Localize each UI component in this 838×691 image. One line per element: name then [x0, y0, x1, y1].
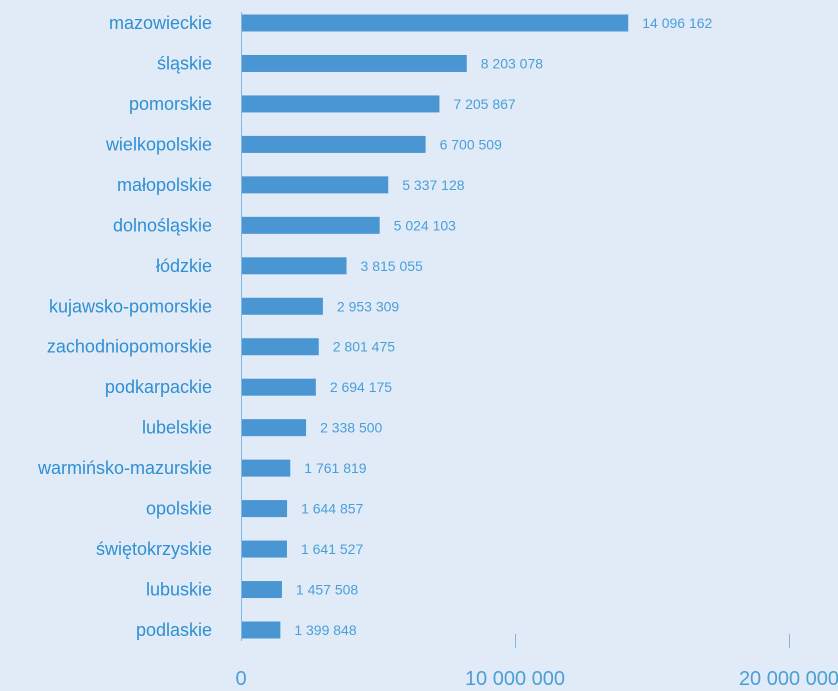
value-label: 2 801 475: [333, 339, 395, 355]
bar: [242, 419, 307, 437]
category-label: kujawsko-pomorskie: [49, 296, 212, 316]
x-tick-label: 20 000 000: [739, 668, 838, 690]
bar: [242, 216, 380, 234]
bar: [242, 257, 347, 275]
category-label: warmińsko-mazurskie: [37, 458, 212, 478]
category-label: podkarpackie: [105, 377, 212, 397]
category-label: opolskie: [146, 499, 212, 519]
category-label: małopolskie: [117, 175, 212, 195]
bar: [242, 14, 629, 32]
bar: [242, 540, 287, 558]
value-label: 5 024 103: [394, 217, 456, 233]
category-label: mazowieckie: [109, 13, 212, 33]
value-label: 1 761 819: [304, 460, 366, 476]
category-label: lubuskie: [146, 580, 212, 600]
category-label: dolnośląskie: [113, 215, 212, 235]
bar: [242, 621, 281, 639]
value-label: 5 337 128: [402, 177, 464, 193]
category-label: zachodniopomorskie: [47, 337, 212, 357]
value-label: 1 457 508: [296, 582, 358, 598]
category-label: świętokrzyskie: [96, 539, 212, 559]
bar: [242, 338, 319, 356]
category-label: pomorskie: [129, 94, 212, 114]
category-label: lubelskie: [142, 418, 212, 438]
bar: [242, 500, 288, 518]
bar: [242, 135, 426, 153]
value-label: 2 694 175: [330, 379, 392, 395]
category-label: śląskie: [157, 53, 212, 73]
bar: [242, 297, 323, 315]
x-tick-label: 10 000 000: [465, 668, 565, 690]
bar: [242, 95, 440, 113]
value-label: 1 644 857: [301, 501, 363, 517]
x-tick-label: 0: [235, 668, 246, 690]
value-label: 6 700 509: [440, 136, 502, 152]
value-label: 7 205 867: [453, 96, 515, 112]
value-label: 2 338 500: [320, 420, 382, 436]
bar: [242, 54, 467, 72]
category-label: wielkopolskie: [105, 134, 212, 154]
value-label: 8 203 078: [481, 55, 543, 71]
category-label: łódzkie: [156, 256, 212, 276]
value-label: 14 096 162: [642, 15, 712, 31]
category-label: podlaskie: [136, 620, 212, 640]
bar: [242, 378, 316, 396]
bar: [242, 459, 291, 477]
bar: [242, 581, 282, 599]
value-label: 3 815 055: [361, 258, 423, 274]
value-label: 1 399 848: [294, 622, 356, 638]
value-label: 1 641 527: [301, 541, 363, 557]
value-label: 2 953 309: [337, 298, 399, 314]
bar: [242, 176, 389, 194]
